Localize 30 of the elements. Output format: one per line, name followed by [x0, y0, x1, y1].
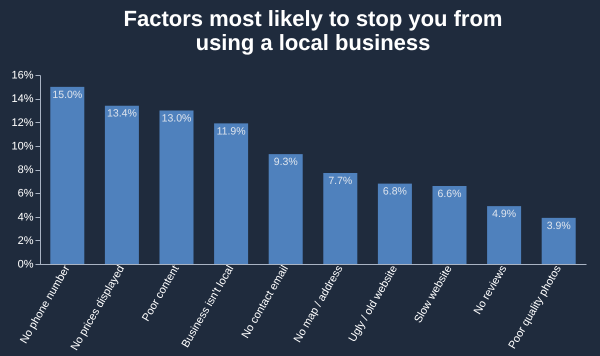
- data-label: 3.9%: [546, 220, 571, 232]
- bar: [542, 218, 576, 264]
- data-label: 6.8%: [382, 186, 407, 198]
- data-label: 11.9%: [216, 125, 246, 138]
- data-label: 9.3%: [274, 156, 298, 168]
- y-tick-label: 0%: [18, 258, 34, 270]
- y-tick-label: 16%: [11, 70, 34, 82]
- bar: [268, 154, 303, 264]
- y-tick-label: 2%: [18, 234, 34, 247]
- y-tick-label: 14%: [11, 93, 34, 106]
- bar: [214, 123, 248, 264]
- y-tick-label: 12%: [11, 116, 34, 129]
- bar: [50, 86, 84, 264]
- bar: [323, 173, 358, 264]
- data-label: 7.7%: [328, 175, 352, 188]
- y-tick-label: 8%: [18, 164, 34, 176]
- bar: [104, 106, 139, 264]
- y-tick-label: 4%: [18, 211, 34, 224]
- bar: [487, 206, 522, 264]
- bar: [160, 110, 194, 264]
- data-label: 13.4%: [107, 108, 137, 120]
- data-label: 15.0%: [52, 88, 82, 101]
- data-label: 6.6%: [438, 188, 462, 200]
- y-tick-label: 6%: [18, 188, 34, 200]
- data-label: 13.0%: [162, 112, 192, 124]
- chart-title: Factors most likely to stop you from using a local business: [124, 6, 502, 55]
- data-label: 4.9%: [492, 208, 516, 220]
- bar: [432, 186, 466, 264]
- bar: [378, 184, 412, 264]
- y-tick-label: 10%: [11, 140, 34, 152]
